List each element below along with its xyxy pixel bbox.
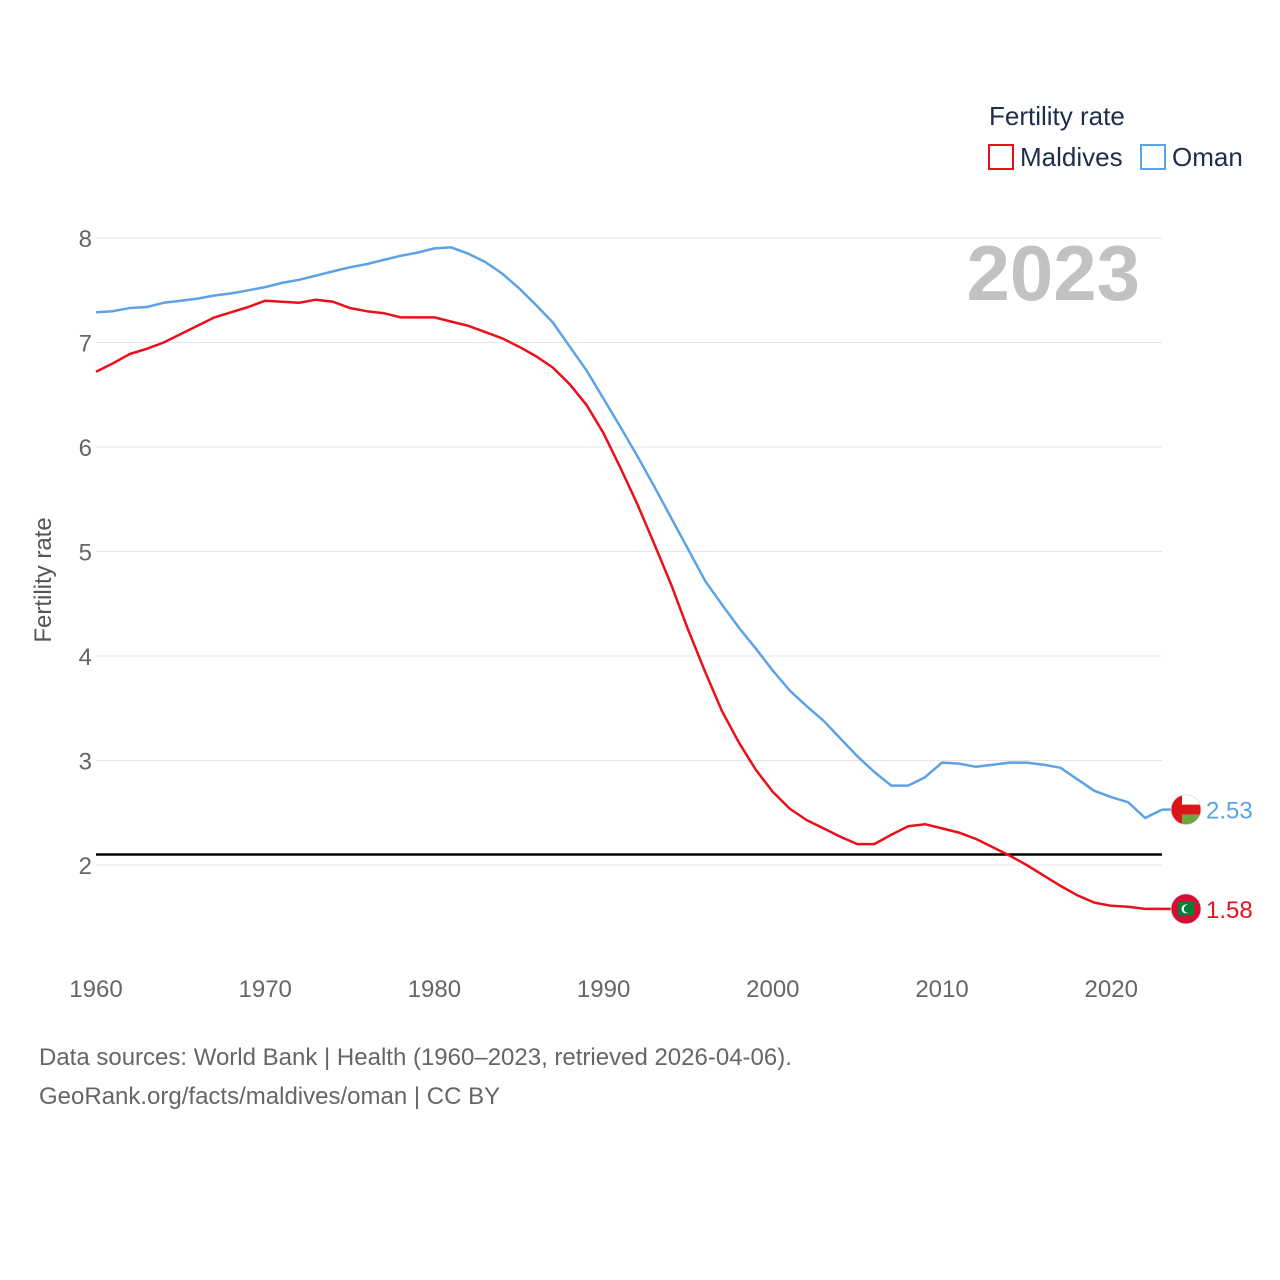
y-tick-label: 6 xyxy=(79,435,92,462)
legend-item-oman[interactable]: Oman xyxy=(1140,142,1243,172)
x-tick-label: 1960 xyxy=(69,976,122,1003)
maldives-flag-icon xyxy=(1170,893,1202,925)
footer-attribution[interactable]: GeoRank.org/facts/maldives/oman | CC BY xyxy=(39,1083,501,1110)
legend-swatch-maldives xyxy=(988,144,1014,170)
x-axis-ticks: 1960 1970 1980 1990 2000 2010 2020 xyxy=(69,976,1138,1003)
gridlines xyxy=(96,237,1162,866)
footer-sources: Data sources: World Bank | Health (1960–… xyxy=(39,1044,792,1071)
x-tick-label: 1970 xyxy=(239,976,292,1003)
legend-swatch-oman xyxy=(1140,144,1166,170)
end-value-label-maldives: 1.58 xyxy=(1206,897,1253,924)
legend-title: Fertility rate xyxy=(989,101,1125,131)
y-tick-label: 4 xyxy=(79,644,92,671)
legend-label-oman: Oman xyxy=(1172,142,1243,172)
x-tick-label: 2010 xyxy=(915,976,968,1003)
y-tick-label: 8 xyxy=(79,226,92,253)
legend-label-maldives: Maldives xyxy=(1020,142,1123,172)
year-label: 2023 xyxy=(966,229,1140,317)
x-tick-label: 2000 xyxy=(746,976,799,1003)
legend: Fertility rate Maldives Oman xyxy=(988,101,1243,172)
y-tick-label: 2 xyxy=(79,853,92,880)
x-tick-label: 1990 xyxy=(577,976,630,1003)
series-line-oman[interactable] xyxy=(95,246,1163,820)
legend-item-maldives[interactable]: Maldives xyxy=(988,142,1123,172)
y-tick-label: 5 xyxy=(79,540,92,567)
end-value-label-oman: 2.53 xyxy=(1206,798,1253,825)
oman-flag-icon xyxy=(1170,794,1202,826)
series-endpoints: 1.58 2.53 xyxy=(1162,794,1253,925)
y-axis-title: Fertility rate xyxy=(30,517,57,642)
y-axis-ticks: 2 3 4 5 6 7 8 xyxy=(79,226,92,880)
x-tick-label: 1980 xyxy=(408,976,461,1003)
x-tick-label: 2020 xyxy=(1085,976,1138,1003)
y-tick-label: 3 xyxy=(79,749,92,776)
series-lines xyxy=(95,246,1163,911)
series-line-maldives[interactable] xyxy=(95,298,1162,911)
y-tick-label: 7 xyxy=(79,331,92,358)
